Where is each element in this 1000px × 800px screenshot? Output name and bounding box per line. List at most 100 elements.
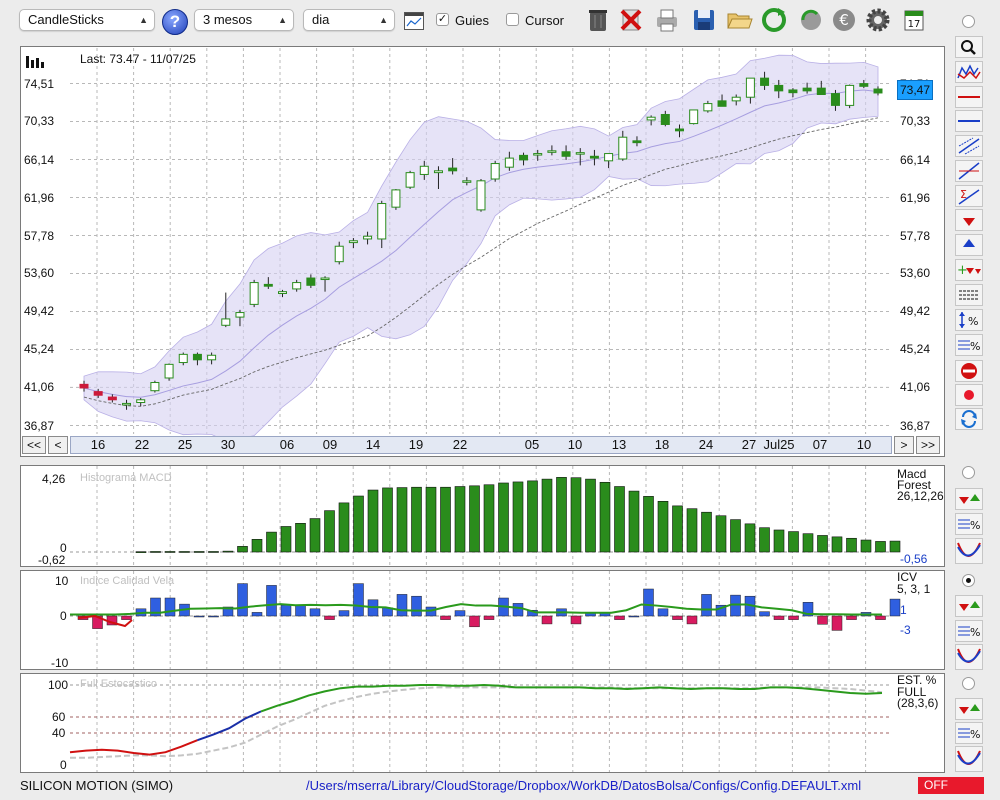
nav-next-button[interactable]: > [894,436,914,454]
stoch-curve-button[interactable] [955,746,983,772]
stoch-percent-button[interactable]: % [955,722,983,744]
chevron-updown-icon: ▲ [379,15,388,25]
icv-signal-line [70,603,882,616]
trash-icon[interactable] [584,6,612,34]
lines-button[interactable] [955,284,983,306]
icv-bar [266,585,277,617]
horizontal-blue-line-button[interactable] [955,110,983,132]
icv-value-2: -3 [900,623,911,637]
icv-bar [715,604,727,617]
date-scrollbar[interactable] [70,436,892,454]
macd-bar [208,551,219,553]
icv-bar [396,594,408,617]
candle-body [547,150,557,153]
candle-body [278,291,287,294]
arrow-up-button[interactable] [955,234,983,256]
icv-signals-button[interactable] [955,595,983,617]
globe-refresh-icon[interactable] [797,6,825,34]
horizontal-red-line-button[interactable] [955,86,983,108]
blue-line-icon [958,120,980,122]
x-axis-label: 05 [524,437,540,452]
indicator-overlay-button[interactable] [955,61,983,83]
x-axis-label: 30 [220,437,236,452]
chart-type-select[interactable]: CandleSticks ▲ [19,9,155,31]
macd-y-zero: 0 [60,541,67,555]
svg-text:17: 17 [908,19,921,30]
x-axis-label: 19 [408,437,424,452]
candle-body [391,189,401,208]
panel-radio-main[interactable] [962,15,975,28]
candle-body [504,157,514,168]
guides-checkbox[interactable]: ✓ [436,13,449,26]
stoch-lines [69,683,883,759]
sigma-button[interactable]: Σ [955,185,983,207]
nav-last-button[interactable]: >> [916,436,940,454]
period-value: 3 mesos [203,12,253,27]
icv-bar [251,612,263,617]
config-path[interactable]: /Users/mserra/Library/CloudStorage/Dropb… [306,778,862,793]
off-status[interactable]: OFF [918,777,984,794]
icv-bar [237,583,248,617]
interval-select[interactable]: dia ▲ [303,9,395,31]
candle-body [519,154,529,161]
percent-lines-button[interactable]: % [955,334,983,356]
icv-bar [541,615,553,625]
chart-window-icon[interactable] [404,12,424,30]
sync-button[interactable] [955,408,983,430]
candle-body [164,363,174,379]
x-axis-label: 10 [567,437,583,452]
save-icon[interactable] [690,6,718,34]
candle-body [703,103,713,112]
macd-signals-button[interactable] [955,488,983,510]
x-axis-label: 13 [611,437,627,452]
macd-percent-button[interactable]: % [955,513,983,535]
macd-bar [469,485,480,553]
candle-body [192,353,202,361]
stoch-k-green [260,683,883,713]
macd-bar [440,486,451,553]
calendar-icon[interactable]: 17 [900,6,928,34]
volume-bars-icon[interactable] [26,54,48,68]
zoom-button[interactable] [955,36,983,58]
euro-icon[interactable]: € [830,6,858,34]
percent-range-button[interactable]: % [955,309,983,331]
panel-radio-icv[interactable] [962,574,975,587]
print-icon[interactable] [653,6,681,34]
signals-button[interactable]: + [955,259,983,281]
icv-bar [164,597,176,617]
panel-radio-stoch[interactable] [962,677,975,690]
record-button[interactable] [955,384,983,406]
icv-percent-button[interactable]: % [955,620,983,642]
macd-bar [396,487,408,553]
icv-curve-button[interactable] [955,644,983,670]
macd-bar [266,531,277,553]
icv-y-bottom: -10 [51,656,69,670]
macd-y-top: 4,26 [42,472,66,486]
candle-body [859,83,869,87]
candle-body [462,180,472,183]
stoch-k-blue [197,710,262,742]
macd-curve-button[interactable] [955,538,983,564]
cursor-checkbox[interactable] [506,13,519,26]
refresh-icon[interactable] [760,6,788,34]
channel-button[interactable] [955,135,983,157]
icv-bar [875,615,886,620]
help-icon[interactable]: ? [162,9,188,35]
macd-params: 26,12,26 [897,489,944,503]
no-entry-button[interactable] [955,360,983,382]
nav-first-button[interactable]: << [22,436,46,454]
candle-body [306,277,316,286]
nav-prev-button[interactable]: < [48,436,68,454]
candle-body [433,170,443,174]
period-select[interactable]: 3 mesos ▲ [194,9,294,31]
open-folder-icon[interactable] [725,6,753,34]
stoch-signals-button[interactable] [955,698,983,720]
y-axis-label-left: 45,24 [24,342,55,357]
gear-icon[interactable] [864,6,892,34]
trendline-button[interactable] [955,160,983,182]
delete-icon[interactable] [617,6,645,34]
arrow-down-button[interactable] [955,209,983,231]
panel-radio-macd[interactable] [962,466,975,479]
candle-body [689,109,699,125]
icv-bar [338,610,350,617]
